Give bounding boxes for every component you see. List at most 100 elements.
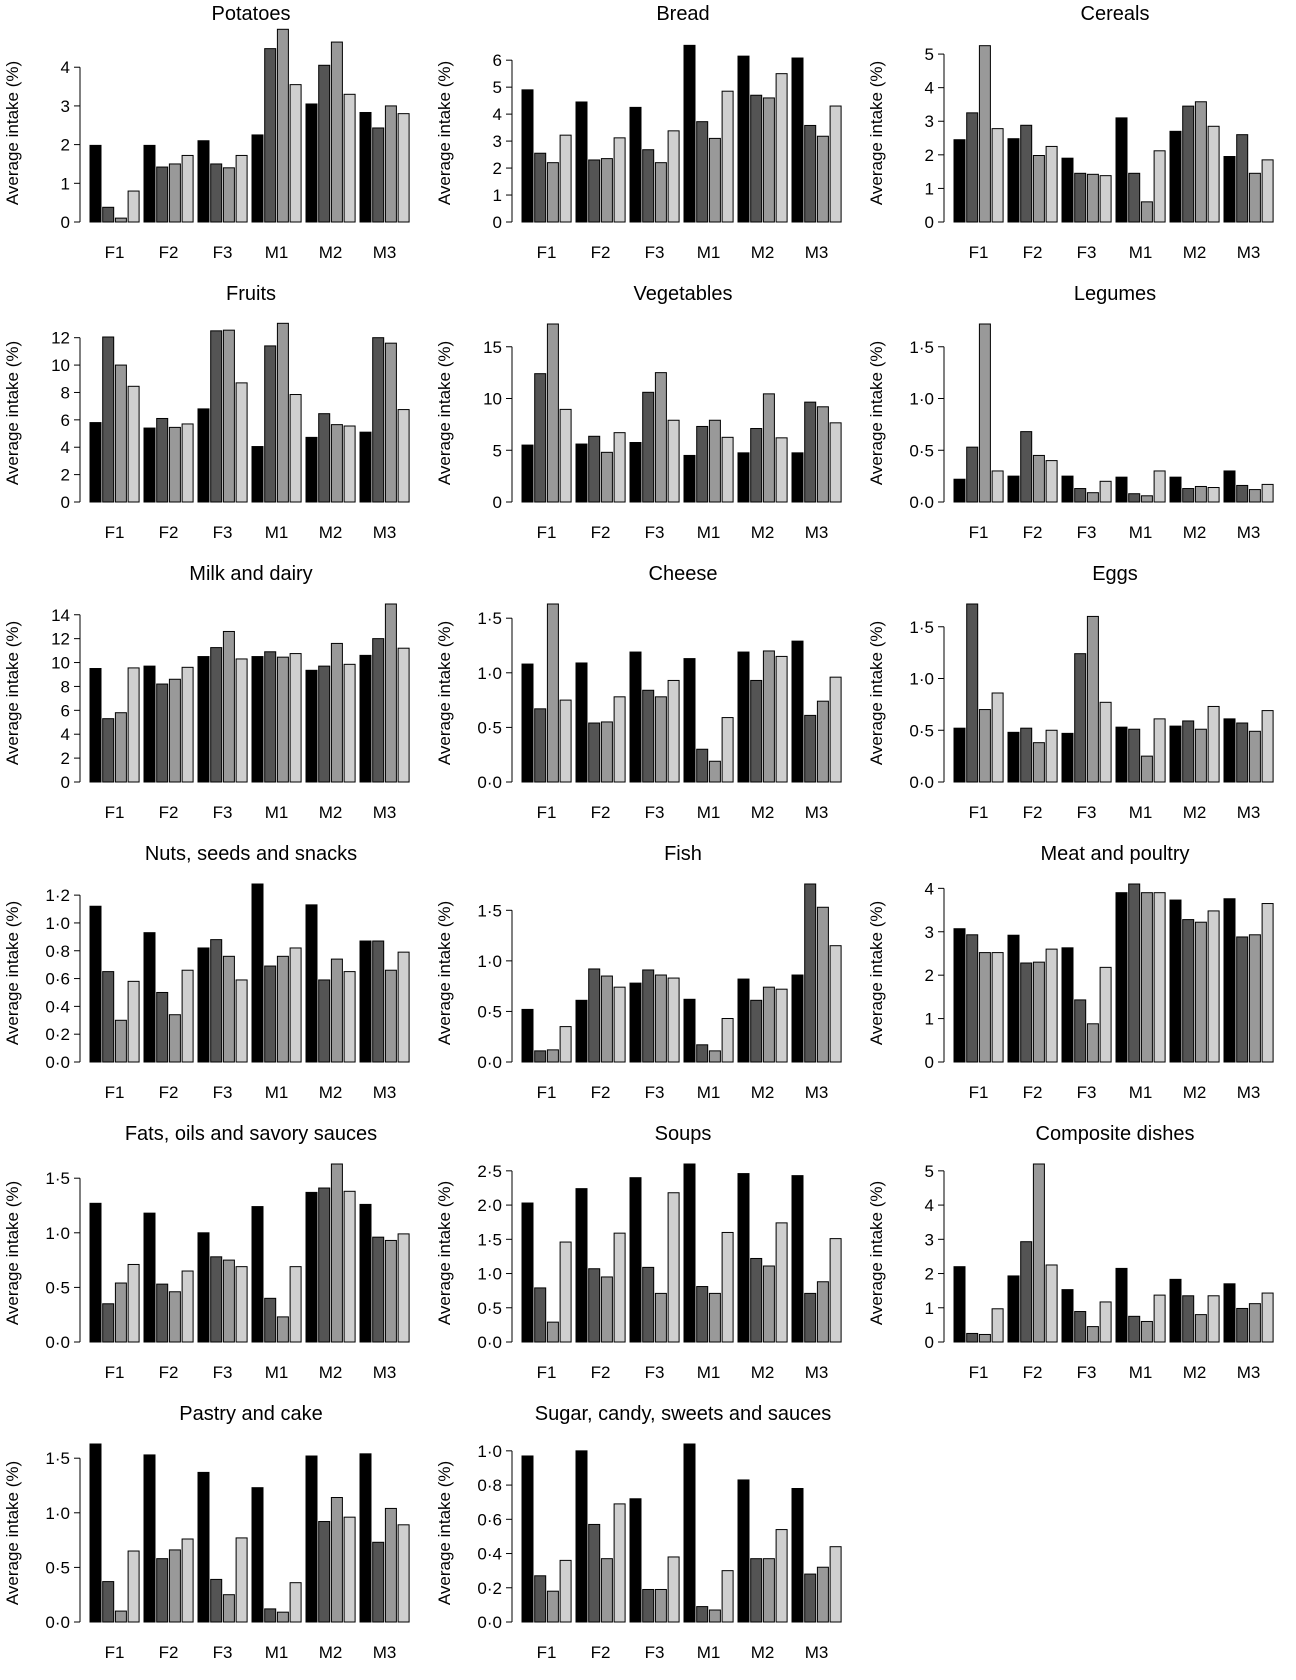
bar-m2-series-3 — [330, 41, 343, 223]
chart-svg-cheese: Cheese Average intake (%) 0·0 0·5 1·0 1·5 F1 F2… — [435, 563, 842, 822]
bar-m2-series-4 — [775, 73, 788, 223]
bar-f2-series-1 — [1007, 475, 1020, 503]
bar-f3-series-2 — [210, 939, 223, 1063]
x-tick-label: F2 — [591, 803, 611, 822]
bar-m1-series-1 — [1115, 1267, 1128, 1343]
x-tick-label: M3 — [373, 523, 397, 542]
bar-f1-series-3 — [114, 1019, 127, 1063]
bar-m1-series-2 — [696, 121, 709, 223]
y-tick-label: 0 — [493, 493, 502, 512]
bar-f2-series-1 — [575, 443, 588, 503]
bar-f1-series-2 — [102, 336, 115, 503]
bar-f1-series-2 — [534, 152, 547, 223]
x-tick-label: M1 — [265, 1363, 289, 1382]
bar-f3-series-2 — [210, 163, 223, 223]
bar-f1-series-2 — [966, 934, 979, 1063]
bar-m1-series-4 — [1153, 470, 1166, 503]
bar-m3-series-2 — [372, 1541, 385, 1623]
bar-f2-series-2 — [156, 683, 169, 783]
bar-m1-series-1 — [251, 883, 264, 1063]
y-tick-label: 4 — [925, 1196, 934, 1215]
x-tick-label: F2 — [591, 243, 611, 262]
chart-svg-vegetables: Vegetables Average intake (%) 0 5 10 15 F1 F2 F3… — [435, 283, 842, 542]
bar-m3-series-4 — [829, 422, 842, 503]
bar-f3-series-4 — [235, 979, 248, 1063]
y-tick-label: 0·6 — [477, 1510, 502, 1529]
bar-f3-series-1 — [197, 656, 210, 783]
y-tick-label: 2 — [61, 749, 70, 768]
chart-panel-sugar-candy-sweets-and-sauces: Sugar, candy, sweets and sauces Average i… — [432, 1400, 864, 1680]
bar-f2-series-4 — [1045, 145, 1058, 223]
bar-m2-series-1 — [305, 1455, 318, 1623]
bar-f1-series-1 — [89, 144, 102, 223]
chart-panel-bread: Bread Average intake (%) 0 1 2 3 4 5 6 F1 F2 F3 M1 M2… — [432, 0, 864, 280]
bar-m2-series-2 — [318, 1187, 331, 1343]
y-tick-label: 1·5 — [909, 338, 934, 357]
bar-m3-series-3 — [384, 1239, 397, 1343]
x-tick-label: M2 — [1183, 1363, 1207, 1382]
bar-m3-series-2 — [1236, 1307, 1249, 1343]
bar-m1-series-1 — [1115, 892, 1128, 1063]
bar-m2-series-4 — [343, 93, 356, 223]
bar-f1-series-4 — [559, 134, 572, 223]
chart-title: Meat and poultry — [1041, 843, 1190, 865]
bar-m2-series-1 — [305, 436, 318, 503]
bar-m1-series-2 — [264, 1608, 277, 1623]
y-tick-label: 10 — [51, 356, 70, 375]
bar-f1-series-3 — [978, 952, 991, 1063]
bar-m3-series-2 — [372, 337, 385, 503]
x-tick-label: F1 — [537, 1083, 557, 1102]
bar-f2-series-4 — [1045, 460, 1058, 503]
bar-m3-series-3 — [1248, 934, 1261, 1063]
bar-m2-series-2 — [750, 1558, 763, 1623]
bar-f3-series-2 — [210, 1256, 223, 1343]
bar-m1-series-4 — [1153, 892, 1166, 1063]
bar-f1-series-2 — [102, 971, 115, 1063]
bar-f3-series-2 — [210, 330, 223, 503]
y-tick-label: 3 — [493, 132, 502, 151]
bar-f2-series-3 — [168, 163, 181, 223]
bar-f2-series-2 — [156, 417, 169, 503]
bar-m3-series-2 — [1236, 936, 1249, 1063]
bar-m1-series-2 — [1128, 883, 1141, 1063]
x-tick-label: M1 — [1129, 1363, 1153, 1382]
x-tick-label: F1 — [969, 1363, 989, 1382]
chart-title: Pastry and cake — [179, 1403, 322, 1425]
x-tick-label: M3 — [373, 1363, 397, 1382]
bar-m1-series-2 — [696, 1044, 709, 1063]
x-tick-label: M3 — [1237, 523, 1261, 542]
bar-m2-series-1 — [1169, 476, 1182, 503]
bar-m3-series-2 — [804, 714, 817, 783]
y-tick-label: 2·5 — [477, 1162, 502, 1181]
chart-svg-nuts-seeds-and-snacks: Nuts, seeds and snacks Average intake (%)… — [3, 843, 410, 1102]
y-tick-label: 0 — [925, 1333, 934, 1352]
x-tick-label: M1 — [697, 1363, 721, 1382]
bar-f2-series-3 — [600, 451, 613, 503]
bar-m3-series-4 — [1261, 1292, 1274, 1343]
bar-m3-series-1 — [1223, 898, 1236, 1063]
x-tick-label: F2 — [159, 523, 179, 542]
bar-m3-series-2 — [804, 883, 817, 1063]
bar-f1-series-3 — [114, 217, 127, 223]
bar-m2-series-1 — [1169, 130, 1182, 223]
y-axis-label: Average intake (%) — [867, 341, 886, 485]
bar-f1-series-2 — [966, 446, 979, 503]
bar-f1-series-2 — [966, 1332, 979, 1343]
bar-m2-series-1 — [737, 978, 750, 1063]
y-tick-label: 1·5 — [477, 1230, 502, 1249]
x-tick-label: M2 — [751, 1083, 775, 1102]
bar-f3-series-4 — [235, 658, 248, 783]
bar-m1-series-3 — [276, 28, 289, 223]
x-tick-label: M1 — [265, 1643, 289, 1662]
chart-panel-composite-dishes: Composite dishes Average intake (%) 0 1 2 3 4 5… — [864, 1120, 1296, 1400]
bar-m1-series-3 — [276, 955, 289, 1063]
x-tick-label: F1 — [537, 803, 557, 822]
bar-f3-series-1 — [197, 1471, 210, 1623]
x-tick-label: M3 — [373, 1083, 397, 1102]
bar-m1-series-4 — [289, 1266, 302, 1343]
bar-m1-series-1 — [683, 454, 696, 503]
x-tick-label: F1 — [969, 1083, 989, 1102]
bar-m2-series-2 — [1182, 720, 1195, 783]
y-tick-label: 3 — [925, 112, 934, 131]
bar-f2-series-2 — [156, 1283, 169, 1343]
